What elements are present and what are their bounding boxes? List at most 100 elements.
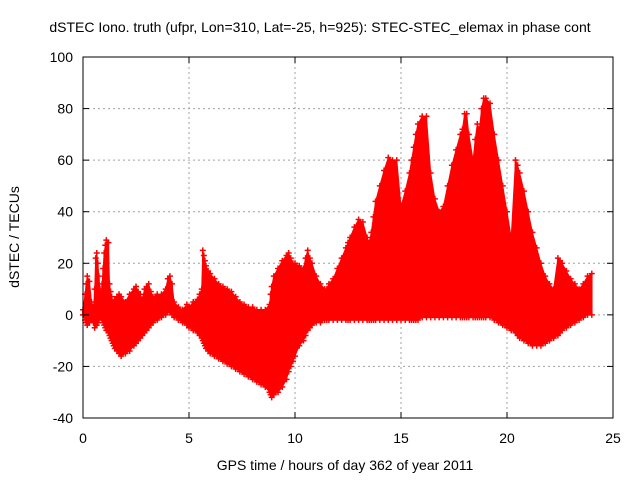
data-point-marker xyxy=(465,131,472,138)
data-point-marker xyxy=(287,363,294,370)
data-point-marker xyxy=(262,384,269,391)
data-point-marker xyxy=(338,255,345,262)
x-tick-label: 20 xyxy=(499,430,515,446)
data-point-marker xyxy=(215,280,222,287)
data-point-marker xyxy=(106,280,113,287)
data-point-marker xyxy=(499,182,506,189)
data-point-marker xyxy=(308,322,315,329)
data-point-marker xyxy=(179,306,186,313)
data-point-marker xyxy=(94,260,101,267)
data-point-marker xyxy=(376,182,383,189)
data-point-marker xyxy=(249,376,256,383)
data-point-marker xyxy=(504,208,510,215)
data-point-marker xyxy=(108,293,115,300)
data-point-marker xyxy=(236,368,243,375)
data-point-marker xyxy=(559,260,566,267)
data-point-marker xyxy=(145,280,152,287)
data-point-marker xyxy=(317,280,324,287)
data-point-marker xyxy=(292,353,298,360)
y-tick-label: 60 xyxy=(57,152,73,168)
data-point-marker xyxy=(359,219,366,226)
data-point-marker xyxy=(171,298,178,305)
data-point-marker xyxy=(158,314,165,321)
data-point-marker xyxy=(588,270,595,277)
data-point-marker xyxy=(546,280,553,287)
data-point-marker xyxy=(463,110,470,117)
data-point-marker xyxy=(508,327,515,334)
data-point-marker xyxy=(137,291,144,298)
data-point-marker xyxy=(567,322,574,329)
data-point-marker xyxy=(228,288,235,295)
data-point-marker xyxy=(285,368,292,375)
data-point-marker xyxy=(279,384,286,391)
data-point-marker xyxy=(563,324,570,331)
data-point-marker xyxy=(207,270,214,277)
data-point-marker xyxy=(516,170,523,177)
data-point-marker xyxy=(126,347,133,354)
data-point-marker xyxy=(190,298,197,305)
data-point-marker xyxy=(289,358,296,365)
y-tick-label: 20 xyxy=(57,255,73,271)
data-point-marker xyxy=(215,355,222,362)
data-point-marker xyxy=(499,322,506,329)
data-point-marker xyxy=(482,95,489,102)
data-point-marker xyxy=(542,340,549,347)
data-point-marker xyxy=(313,273,320,280)
data-point-marker xyxy=(232,366,239,373)
data-point-marker xyxy=(211,353,218,360)
plot-frame xyxy=(82,56,614,419)
data-point-marker xyxy=(179,319,186,326)
data-point-marker xyxy=(584,273,591,280)
data-point-marker xyxy=(525,208,532,215)
data-point-marker xyxy=(423,113,430,120)
data-point-marker xyxy=(300,337,307,344)
data-point-marker xyxy=(385,154,392,161)
data-point-marker xyxy=(175,304,182,311)
data-point-marker xyxy=(86,278,93,285)
x-axis-label: GPS time / hours of day 362 of year 2011 xyxy=(217,457,474,473)
data-point-marker xyxy=(537,342,544,349)
data-point-marker xyxy=(414,317,421,324)
data-point-marker xyxy=(122,298,129,305)
data-point-marker xyxy=(525,340,532,347)
data-point-marker xyxy=(199,247,206,254)
data-point-marker xyxy=(232,293,239,300)
data-point-marker xyxy=(571,319,578,326)
data-point-marker xyxy=(149,319,156,326)
y-tick-label: 80 xyxy=(57,101,73,117)
data-point-marker xyxy=(171,314,178,321)
data-point-marker xyxy=(118,353,125,360)
data-point-marker xyxy=(444,182,451,189)
data-point-marker xyxy=(283,376,290,383)
data-point-marker xyxy=(88,298,95,305)
data-point-marker xyxy=(474,121,481,128)
data-point-marker xyxy=(186,324,192,331)
data-point-marker xyxy=(495,319,502,326)
data-point-marker xyxy=(302,332,309,339)
chart-title: dSTEC Iono. truth (ufpr, Lon=310, Lat=-2… xyxy=(49,19,590,35)
data-point-marker xyxy=(296,342,303,349)
data-point-marker xyxy=(249,304,256,311)
data-point-marker xyxy=(563,268,570,275)
data-point-marker xyxy=(402,188,409,195)
data-point-marker xyxy=(330,275,337,282)
data-point-marker xyxy=(495,157,502,164)
x-tick-label: 0 xyxy=(79,430,87,446)
data-point-marker xyxy=(550,286,557,293)
data-point-marker xyxy=(580,280,587,287)
data-point-marker xyxy=(275,265,282,272)
data-point-marker xyxy=(224,360,231,367)
data-point-marker xyxy=(576,286,583,293)
data-point-marker xyxy=(105,239,112,246)
data-point-marker xyxy=(537,260,544,267)
data-point-marker xyxy=(166,273,173,280)
data-point-marker xyxy=(414,121,421,128)
data-point-marker xyxy=(241,371,248,378)
data-point-marker xyxy=(200,252,207,259)
data-point-marker xyxy=(211,275,218,282)
data-point-marker xyxy=(93,249,100,256)
data-point-marker xyxy=(436,208,443,215)
data-point-marker xyxy=(550,335,557,342)
data-point-marker xyxy=(190,327,197,334)
